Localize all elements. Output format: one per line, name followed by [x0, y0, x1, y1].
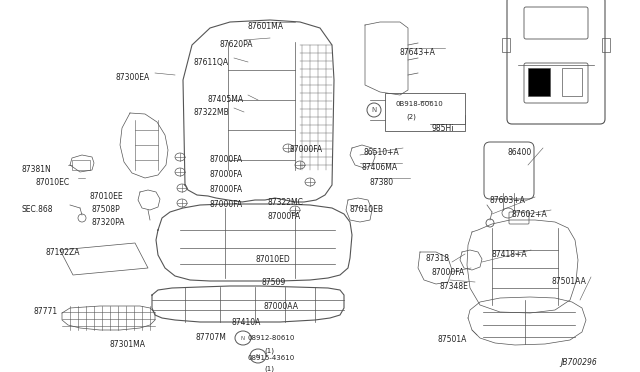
- Text: 86400: 86400: [507, 148, 531, 157]
- Text: 87509: 87509: [261, 278, 285, 287]
- Bar: [502, 38, 510, 52]
- Text: 86510+A: 86510+A: [363, 148, 399, 157]
- Bar: [72, 160, 90, 170]
- Text: 87010EE: 87010EE: [90, 192, 124, 201]
- Text: 87000FA: 87000FA: [210, 170, 243, 179]
- Text: N: N: [241, 336, 245, 340]
- Text: 87603+A: 87603+A: [489, 196, 525, 205]
- Text: 87320PA: 87320PA: [91, 218, 125, 227]
- Bar: [562, 68, 582, 96]
- Text: 87192ZA: 87192ZA: [45, 248, 79, 257]
- Text: 87000FA: 87000FA: [210, 185, 243, 194]
- Text: 87322MC: 87322MC: [268, 198, 304, 207]
- Text: JB700296: JB700296: [560, 358, 596, 367]
- Text: 87620PA: 87620PA: [220, 40, 253, 49]
- Text: 985Hi: 985Hi: [432, 124, 454, 133]
- Text: 87000FA: 87000FA: [431, 268, 464, 277]
- Text: 87771: 87771: [34, 307, 58, 316]
- Text: (1): (1): [264, 347, 274, 353]
- Text: 87348E: 87348E: [439, 282, 468, 291]
- Text: 87301MA: 87301MA: [110, 340, 146, 349]
- Text: 87406MA: 87406MA: [362, 163, 398, 172]
- Text: 87611QA: 87611QA: [194, 58, 229, 67]
- Text: (1): (1): [264, 366, 274, 372]
- Text: 87010ED: 87010ED: [255, 255, 290, 264]
- Text: 87418+A: 87418+A: [491, 250, 527, 259]
- Text: 87000FA: 87000FA: [210, 200, 243, 209]
- Bar: [528, 68, 550, 96]
- Text: 87010EC: 87010EC: [35, 178, 69, 187]
- Text: 87707M: 87707M: [196, 333, 227, 342]
- Bar: [385, 93, 465, 131]
- Text: 87000FA: 87000FA: [210, 155, 243, 164]
- Text: 08915-43610: 08915-43610: [248, 355, 295, 361]
- Text: 87010EB: 87010EB: [350, 205, 384, 214]
- Text: 87601MA: 87601MA: [248, 22, 284, 31]
- Text: 87000FA: 87000FA: [268, 212, 301, 221]
- Text: SEC.868: SEC.868: [22, 205, 54, 214]
- Text: 87405MA: 87405MA: [208, 95, 244, 104]
- Text: N: N: [371, 107, 376, 113]
- Text: 87000FA: 87000FA: [290, 145, 323, 154]
- Text: 87602+A: 87602+A: [511, 210, 547, 219]
- Text: 87318: 87318: [425, 254, 449, 263]
- Text: 87381N: 87381N: [22, 165, 52, 174]
- Bar: [602, 38, 610, 52]
- Text: 87410A: 87410A: [231, 318, 260, 327]
- Text: 87501AA: 87501AA: [551, 277, 586, 286]
- Text: 87643+A: 87643+A: [399, 48, 435, 57]
- Text: 87322MB: 87322MB: [193, 108, 228, 117]
- Text: N: N: [256, 353, 260, 359]
- Text: 87501A: 87501A: [437, 335, 467, 344]
- Text: 08912-80610: 08912-80610: [248, 335, 296, 341]
- Text: 0B918-60610: 0B918-60610: [396, 101, 444, 107]
- Text: (2): (2): [406, 113, 416, 119]
- Text: 87380: 87380: [370, 178, 394, 187]
- Text: 87300EA: 87300EA: [115, 73, 149, 82]
- Text: 87000AA: 87000AA: [264, 302, 299, 311]
- Text: 87508P: 87508P: [91, 205, 120, 214]
